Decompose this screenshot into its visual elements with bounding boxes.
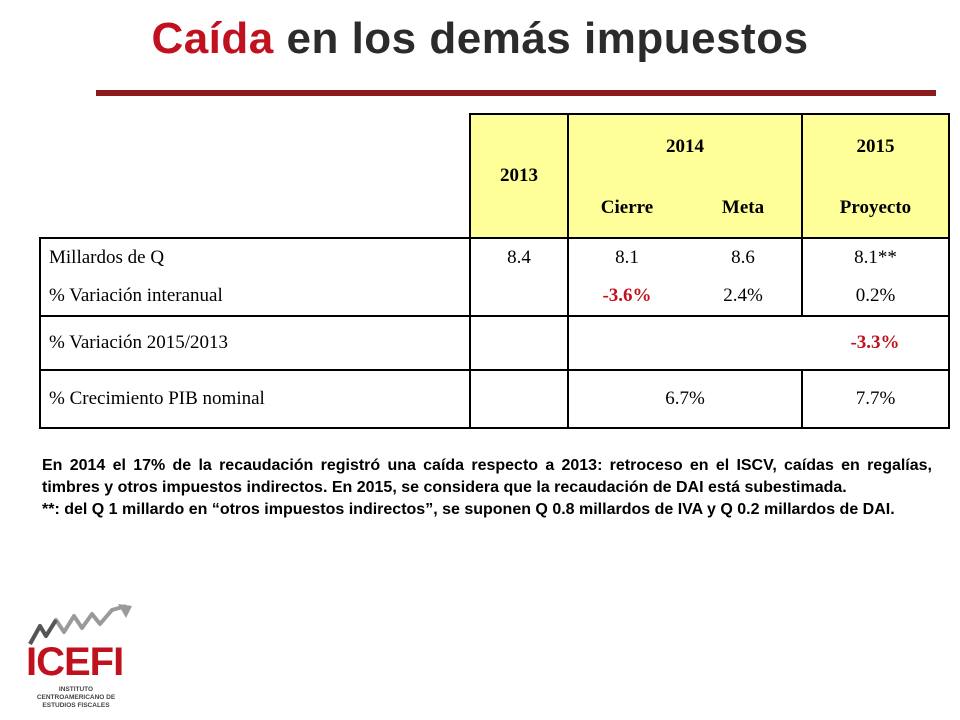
cell-cierre: 8.1 — [567, 237, 685, 277]
table-row: % Variación interanual -3.6% 2.4% 0.2% — [39, 277, 950, 316]
slide-title-rest: en los demás impuestos — [273, 14, 809, 63]
row-label: Millardos de Q — [39, 237, 470, 277]
cell-proyecto: 8.1** — [801, 237, 950, 277]
footnote: En 2014 el 17% de la recaudación registr… — [42, 455, 932, 521]
row-label: % Variación 2015/2013 — [39, 315, 470, 370]
cell-2013 — [469, 369, 568, 429]
slide-title-accent: Caída — [151, 14, 274, 63]
header-meta: Meta — [685, 179, 802, 238]
cell-proyecto: -3.3% — [802, 315, 950, 370]
tax-table: 2013 2014 2015 Cierre Meta Proyecto Mill… — [39, 113, 950, 429]
logo-wordmark: ICEFI — [26, 640, 124, 684]
cell-2013 — [469, 277, 568, 316]
cell-proyecto: 0.2% — [801, 277, 950, 316]
cell-2013: 8.4 — [469, 237, 568, 277]
cell-meta: 8.6 — [685, 237, 802, 277]
cell-meta: 2.4% — [723, 285, 763, 306]
header-2015: 2015 — [801, 113, 950, 179]
header-2014: 2014 — [568, 113, 802, 179]
icefi-logo: ICEFI INSTITUTO CENTROAMERICANO DE ESTUD… — [26, 604, 146, 714]
footnote-line-1: En 2014 el 17% de la recaudación registr… — [42, 457, 932, 496]
header-2013: 2013 — [469, 113, 569, 238]
cell-cierre — [567, 315, 685, 370]
footnote-line-2: **: del Q 1 millardo en “otros impuestos… — [42, 501, 895, 518]
header-empty-cell — [40, 114, 470, 179]
row-label: % Variación interanual — [39, 277, 470, 316]
cell-meta — [685, 315, 802, 370]
header-proyecto: Proyecto — [801, 179, 950, 238]
slide-title: Caída en los demás impuestos — [0, 14, 960, 64]
cell-proyecto: 7.7% — [801, 369, 950, 429]
cell-cierre: -3.6% — [567, 277, 685, 316]
table-row: % Variación 2015/2013 -3.3% — [39, 315, 950, 370]
title-divider — [96, 90, 936, 96]
header-cierre: Cierre — [568, 179, 685, 238]
growth-arrow-icon — [28, 604, 132, 645]
logo-subtitle: INSTITUTO CENTROAMERICANO DE ESTUDIOS FI… — [36, 686, 116, 709]
row-label: % Crecimiento PIB nominal — [39, 369, 470, 429]
table-row: Millardos de Q 8.4 8.1 8.6 8.1** — [39, 237, 950, 277]
header-empty-cell-2 — [40, 179, 470, 238]
cell-2013 — [469, 315, 568, 370]
cell-2014: 6.7% — [567, 369, 802, 429]
table-row: % Crecimiento PIB nominal 6.7% 7.7% — [39, 369, 950, 429]
